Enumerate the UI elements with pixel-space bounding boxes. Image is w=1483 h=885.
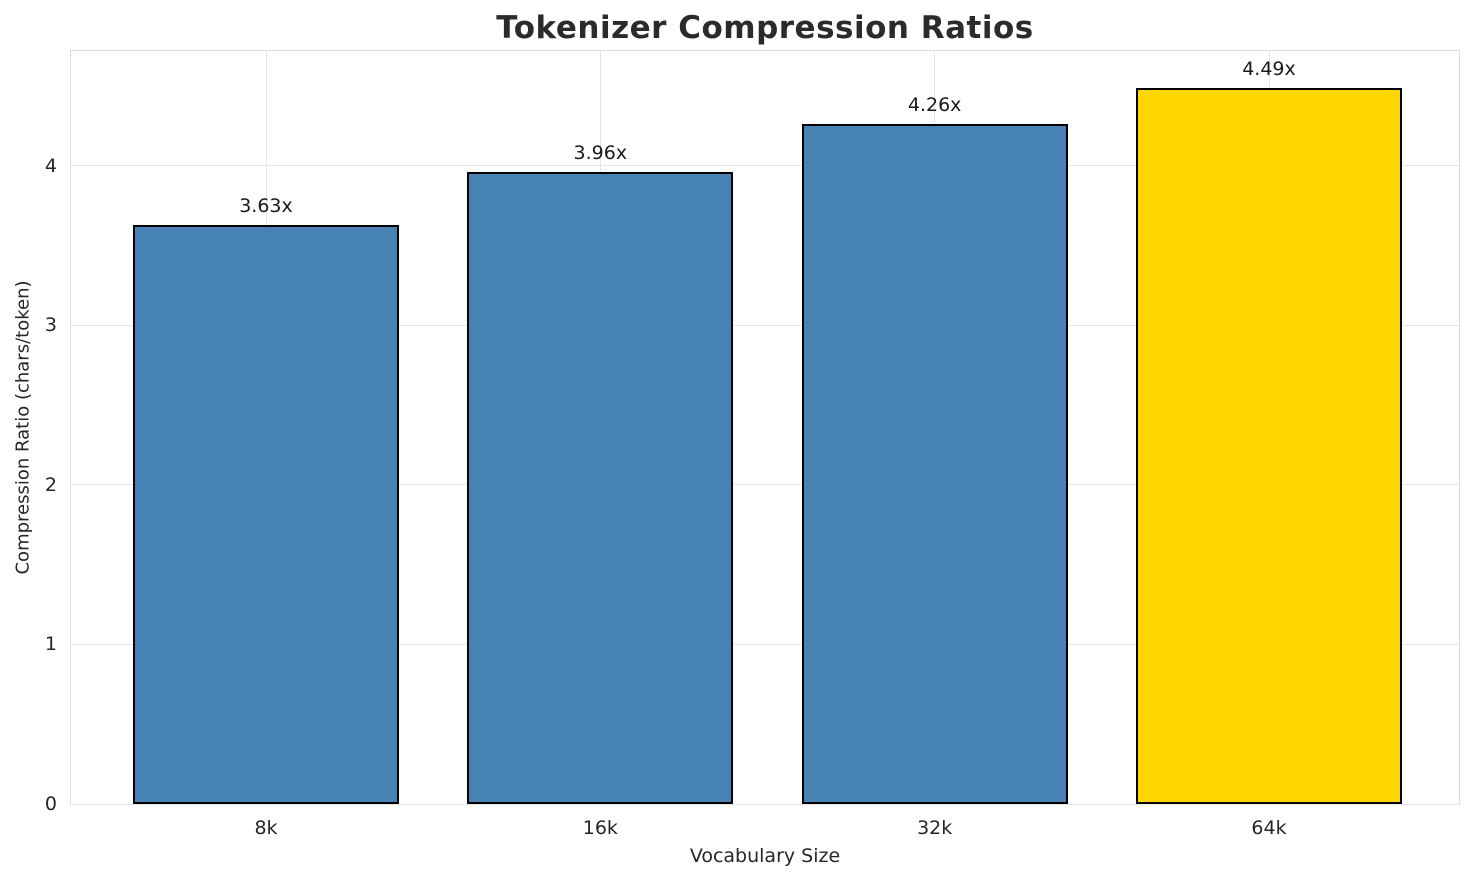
chart-title: Tokenizer Compression Ratios (496, 10, 1034, 46)
gridline-y-3 (71, 324, 1459, 326)
gridline-y-0 (71, 803, 1459, 805)
bar-16k (467, 172, 734, 804)
bar-32k (801, 124, 1068, 804)
y-tick-label-1: 1 (44, 633, 57, 656)
y-tick-label-2: 2 (44, 473, 57, 496)
x-tick-label-32k: 32k (917, 817, 953, 839)
gridline-y-2 (71, 484, 1459, 486)
bar-8k (133, 224, 399, 804)
y-tick-label-0: 0 (44, 793, 57, 815)
x-tick-label-64k: 64k (1251, 817, 1287, 839)
gridline-y-4 (71, 165, 1459, 167)
y-axis-label-container: Compression Ratio (chars/token) (0, 50, 46, 805)
bar-value-label-8k: 3.63x (239, 194, 293, 217)
y-tick-label-4: 4 (44, 154, 57, 177)
bar-value-label-16k: 3.96x (573, 142, 628, 165)
y-axis-label: Compression Ratio (chars/token) (12, 280, 34, 575)
plot-area: 0 1 2 3 4 3.63x 8k 3.96x 16k 4.26x 32k 4.49x 64k (45, 50, 1460, 839)
y-tick-label-3: 3 (44, 314, 57, 337)
x-tick-label-16k: 16k (582, 817, 618, 839)
bar-value-label-32k: 4.26x (907, 94, 962, 117)
x-tick-label-8k: 8k (254, 817, 278, 839)
x-axis-label: Vocabulary Size (689, 845, 841, 867)
bar-64k (1136, 87, 1402, 804)
bar-value-label-64k: 4.49x (1242, 57, 1296, 80)
gridline-y-1 (71, 643, 1459, 645)
